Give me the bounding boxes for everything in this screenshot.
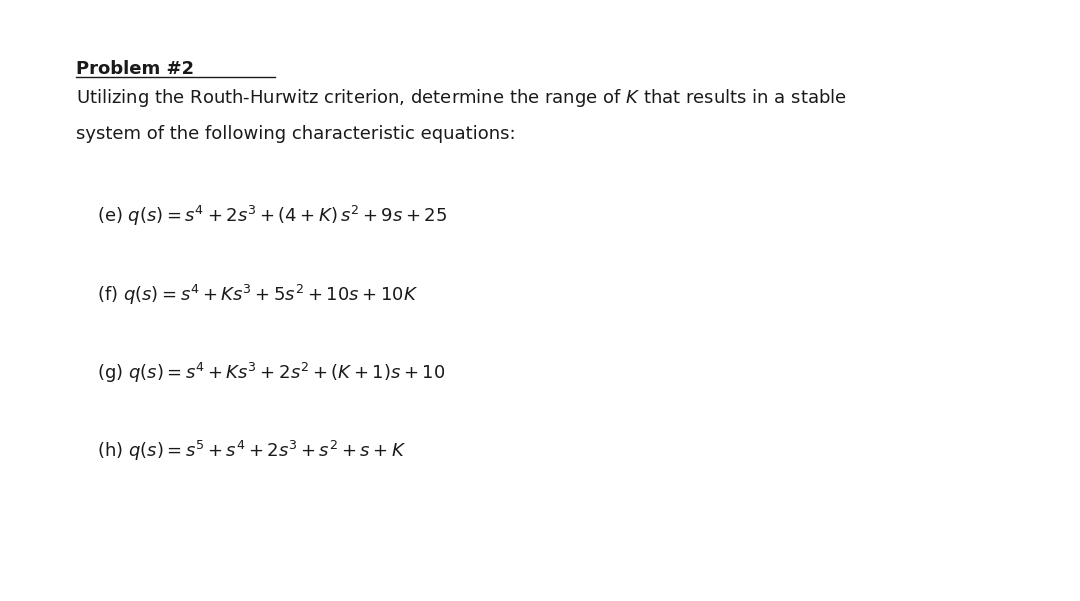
Text: (e) $q(s) = s^4 + 2s^3 + (4 + K)\, s^2 + 9s + 25$: (e) $q(s) = s^4 + 2s^3 + (4 + K)\, s^2 +… xyxy=(97,204,447,228)
Text: (g) $q(s) = s^4 + Ks^3 + 2s^2 + (K + 1)s + 10$: (g) $q(s) = s^4 + Ks^3 + 2s^2 + (K + 1)s… xyxy=(97,361,445,385)
Text: Problem #2: Problem #2 xyxy=(76,60,193,78)
Text: (h) $q(s) = s^5 + s^4 + 2s^3 + s^2 + s + K$: (h) $q(s) = s^5 + s^4 + 2s^3 + s^2 + s +… xyxy=(97,439,406,463)
Text: system of the following characteristic equations:: system of the following characteristic e… xyxy=(76,125,515,143)
Text: Utilizing the Routh-Hurwitz criterion, determine the range of $K$ that results i: Utilizing the Routh-Hurwitz criterion, d… xyxy=(76,87,847,109)
Text: (f) $q(s) = s^4 + Ks^3 + 5s^2 + 10s + 10K$: (f) $q(s) = s^4 + Ks^3 + 5s^2 + 10s + 10… xyxy=(97,282,418,307)
